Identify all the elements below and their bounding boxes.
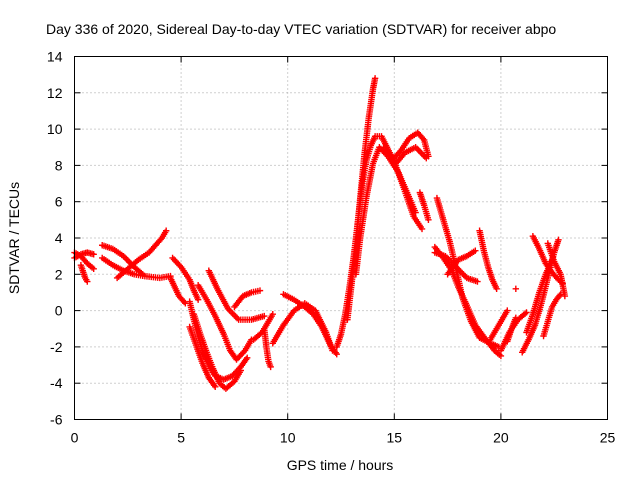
- data-point: [423, 154, 430, 162]
- series-track-r: [280, 291, 340, 358]
- data-point: [212, 383, 219, 391]
- x-tick-label: 10: [280, 430, 296, 446]
- series-track-x: [416, 189, 432, 224]
- series-track-d: [99, 242, 146, 278]
- series-track-u: [352, 144, 419, 278]
- data-point: [243, 354, 251, 361]
- data-point: [512, 314, 520, 322]
- data-point: [237, 367, 244, 374]
- series-track-n: [231, 287, 264, 311]
- series-track-ad: [487, 307, 511, 343]
- series-track-al: [544, 240, 569, 300]
- y-tick-label: -2: [50, 339, 63, 355]
- data-point: [333, 350, 340, 358]
- data-point: [493, 285, 500, 293]
- y-axis-label: SDTVAR / TECUs: [6, 182, 22, 294]
- series-track-c: [77, 262, 91, 285]
- chart-title: Day 336 of 2020, Sidereal Day-to-day VTE…: [46, 21, 556, 37]
- y-tick-label: 4: [55, 230, 63, 246]
- data-point: [472, 247, 479, 254]
- x-tick-label: 0: [71, 430, 79, 446]
- x-tick-label: 5: [177, 430, 185, 446]
- series-track-t: [344, 75, 379, 323]
- series-track-ag: [512, 285, 520, 293]
- x-tick-label: 20: [493, 430, 509, 446]
- series-track-af: [504, 314, 520, 345]
- y-tick-label: -4: [50, 375, 63, 391]
- data-point: [267, 363, 274, 371]
- x-axis-label: GPS time / hours: [287, 457, 394, 473]
- data-point: [412, 209, 419, 216]
- y-tick-label: 2: [55, 266, 63, 282]
- data-point: [512, 285, 520, 293]
- series-track-ab: [444, 247, 479, 278]
- x-tick-labels: 0 5 10 15 20 25: [71, 430, 616, 446]
- data-point: [194, 296, 202, 303]
- data-point: [90, 251, 97, 258]
- x-tick-label: 15: [387, 430, 403, 446]
- series-track-ac: [476, 227, 500, 293]
- series-track-g: [169, 254, 202, 303]
- y-tick-label: 0: [55, 303, 63, 319]
- x-tick-label: 25: [600, 430, 616, 446]
- grid-lines: [74, 56, 608, 420]
- data-point: [521, 310, 529, 317]
- series-track-l: [194, 281, 255, 363]
- plot-frame: [74, 56, 608, 420]
- data-point: [84, 278, 91, 285]
- y-tick-label: 12: [47, 85, 63, 101]
- series-track-j: [190, 311, 244, 392]
- y-tick-label: 10: [47, 121, 63, 137]
- series-track-ai: [523, 256, 556, 336]
- data-point: [555, 236, 562, 244]
- series-track-b: [71, 249, 97, 262]
- data-point: [371, 75, 379, 82]
- series-track-h: [167, 274, 189, 307]
- data-point: [269, 311, 276, 318]
- data-point: [425, 216, 432, 224]
- series-track-f: [113, 227, 170, 282]
- y-tick-label: 14: [47, 49, 63, 65]
- data-point: [497, 352, 505, 360]
- series-track-v: [380, 129, 432, 164]
- data-point: [504, 307, 511, 314]
- data-point: [561, 292, 569, 300]
- data-points: [71, 75, 569, 392]
- data-point: [418, 225, 426, 233]
- data-point: [256, 287, 264, 294]
- axis-ticks: [74, 56, 608, 420]
- data-point: [261, 312, 268, 320]
- y-tick-label: 6: [55, 194, 63, 210]
- series-track-p: [261, 325, 274, 371]
- data-point: [523, 309, 530, 316]
- y-tick-label: -6: [50, 412, 63, 428]
- data-point: [90, 265, 97, 273]
- series-track-w: [391, 144, 430, 169]
- series-track-k: [186, 323, 219, 391]
- y-tick-label: 8: [55, 157, 63, 173]
- series-track-m: [205, 267, 268, 323]
- data-point: [474, 278, 481, 285]
- y-tick-labels: -6 -4 -2 0 2 4 6 8 10 12 14: [47, 49, 63, 428]
- data-point: [162, 227, 170, 234]
- series-track-ak: [540, 291, 564, 340]
